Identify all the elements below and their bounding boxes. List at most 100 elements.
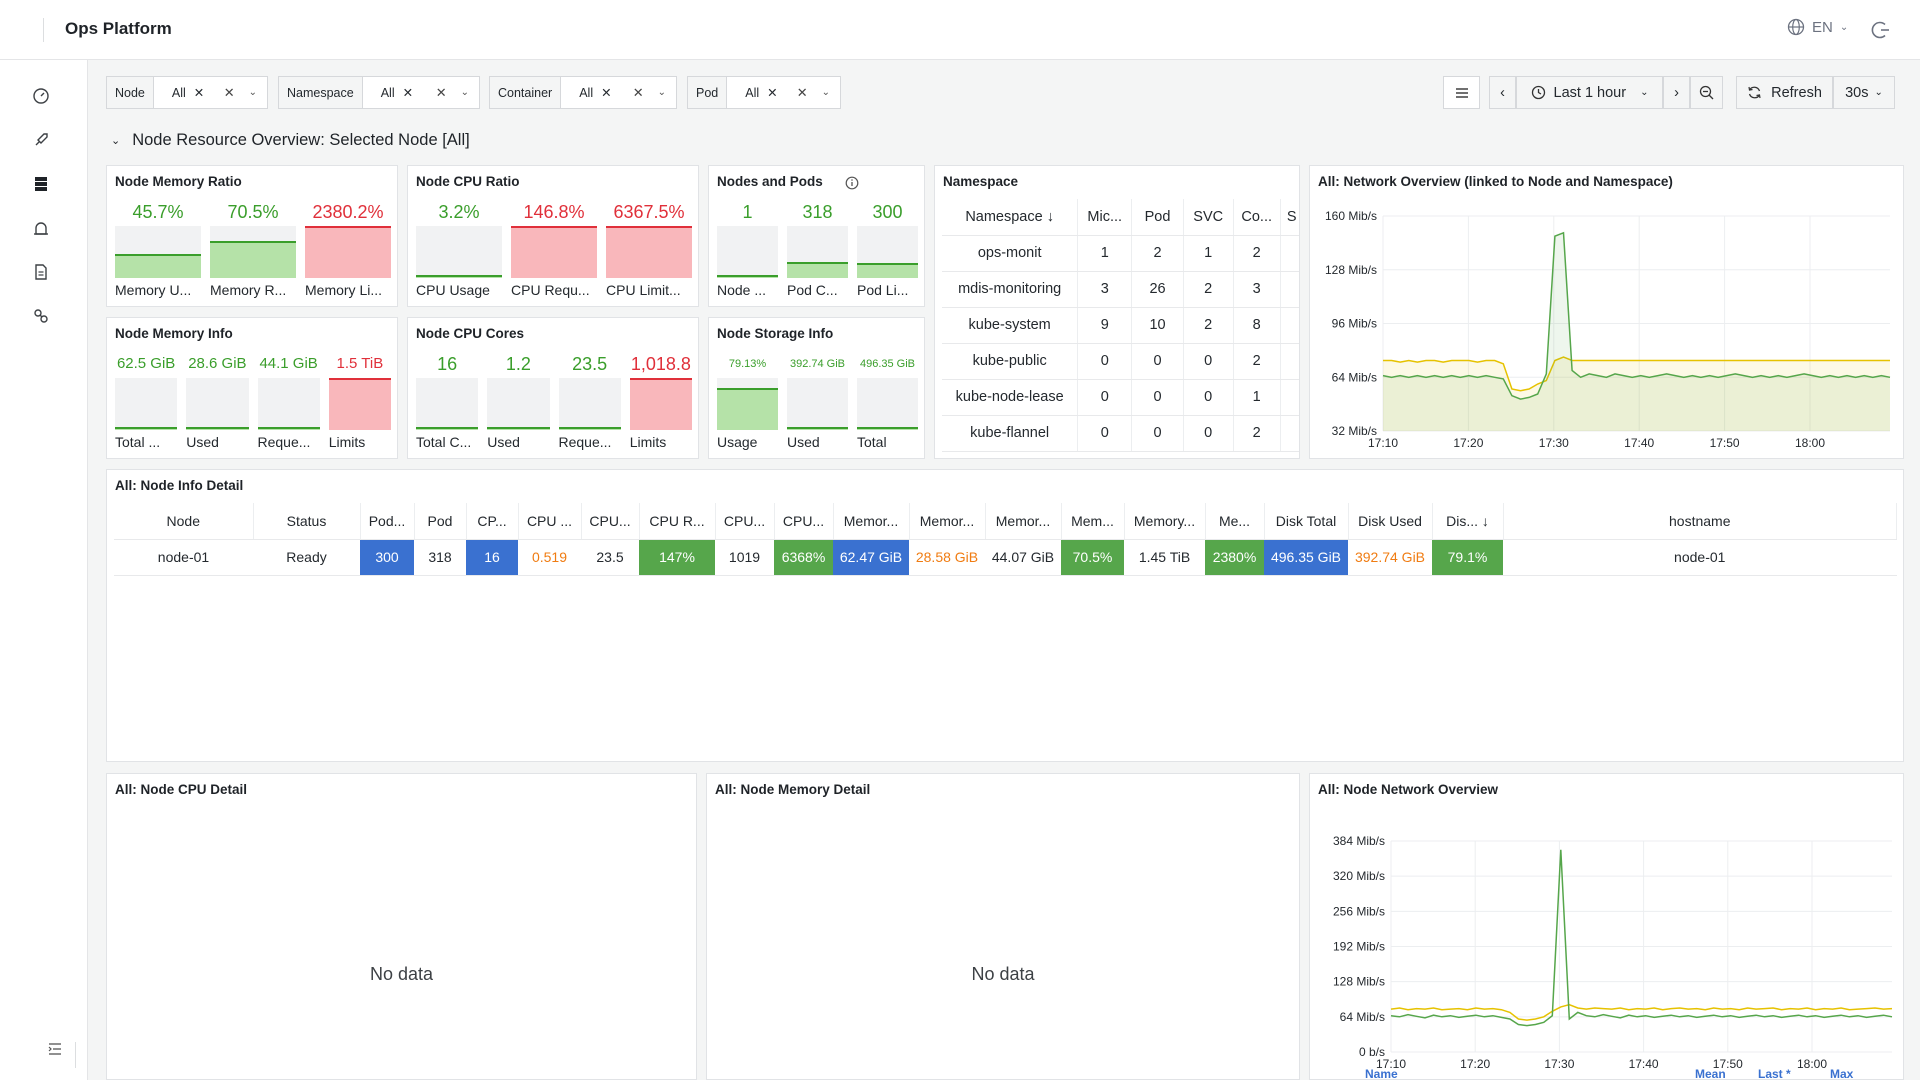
column-header[interactable]: Disk Total [1264, 503, 1349, 540]
collapse-sidebar-button[interactable] [48, 1042, 76, 1068]
column-header[interactable]: Node [114, 503, 254, 540]
column-header[interactable]: CP... [466, 503, 519, 540]
clear-icon[interactable]: ✕ [435, 84, 447, 100]
chevron-down-icon[interactable]: ⌄ [248, 87, 257, 98]
stat-bar-fill [305, 226, 391, 278]
series-line[interactable] [1383, 356, 1890, 392]
column-header[interactable]: Pod [414, 503, 467, 540]
logout-icon[interactable] [1870, 19, 1892, 41]
stat-bar-fill [717, 388, 778, 430]
column-header[interactable]: hostname [1503, 503, 1897, 540]
column-header[interactable]: Me... [1205, 503, 1265, 540]
refresh-button[interactable]: Refresh [1736, 76, 1833, 109]
table-row[interactable]: kube-node-lease 0 0 0 1 [942, 379, 1299, 416]
table-row[interactable]: ops-monit 1 2 1 2 [942, 235, 1299, 272]
column-header[interactable]: Memor... [909, 503, 986, 540]
table-row[interactable]: kube-public 0 0 0 2 [942, 343, 1299, 380]
table-cell: 1.45 TiB [1124, 539, 1205, 576]
chevron-down-icon[interactable]: ⌄ [821, 87, 830, 98]
remove-value-icon[interactable]: ✕ [767, 86, 778, 100]
stat-bar-fill [511, 226, 597, 278]
table-row[interactable]: node-01 Ready 300 318 16 0.519 23.5 147% 1019 636… [114, 539, 1897, 576]
network-overview-chart[interactable]: 160 Mib/s 128 Mib/s 96 Mib/s 64 Mib/s 32 Mib… [1310, 166, 1905, 460]
column-header[interactable]: CPU... [774, 503, 834, 540]
time-forward-button[interactable]: › [1663, 76, 1690, 109]
table-cell: ops-monit [942, 235, 1078, 272]
remove-value-icon[interactable]: ✕ [402, 86, 414, 100]
column-header[interactable]: CPU R... [639, 503, 716, 540]
table-cell: 0 [1077, 343, 1132, 380]
legend-header[interactable]: Name [1365, 1067, 1398, 1080]
time-back-button[interactable]: ‹ [1489, 76, 1516, 109]
zoom-out-button[interactable] [1690, 76, 1723, 109]
column-header[interactable]: Disk Used [1348, 503, 1433, 540]
legend-header[interactable]: Max [1830, 1067, 1854, 1080]
stat-item: 1,018.8 Limits [629, 354, 692, 454]
sidebar-item-dashboard[interactable] [29, 84, 53, 108]
series-line[interactable] [1382, 231, 1891, 400]
language-selector[interactable]: EN ⌄ [1787, 18, 1848, 36]
panel-title: All: Network Overview (linked to Node an… [1318, 174, 1673, 189]
sidebar-item-topology[interactable] [29, 304, 53, 328]
stat-item: 44.1 GiB Reque... [257, 354, 320, 454]
column-header[interactable]: CPU... [715, 503, 775, 540]
section-header[interactable]: ⌄ Node Resource Overview: Selected Node … [111, 131, 470, 150]
node-network-chart[interactable]: 384 Mib/s 320 Mib/s 256 Mib/s 192 Mib/s 128 … [1310, 774, 1904, 1080]
column-header[interactable]: S [1279, 199, 1299, 236]
table-cell: 79.1% [1432, 539, 1503, 576]
column-header[interactable]: CPU... [581, 503, 640, 540]
clear-icon[interactable]: ✕ [223, 84, 235, 100]
filter-container[interactable]: Container All ✕ ✕ ⌄ [489, 76, 677, 109]
column-header[interactable]: Memor... [985, 503, 1062, 540]
chevron-down-icon[interactable]: ⌄ [460, 87, 469, 98]
column-header[interactable]: Status [253, 503, 361, 540]
column-header[interactable]: Pod [1131, 199, 1184, 236]
stat-value: 392.74 GiB [789, 358, 846, 370]
clear-icon[interactable]: ✕ [796, 84, 808, 100]
info-icon[interactable] [845, 176, 859, 190]
filter-node[interactable]: Node All ✕ ✕ ⌄ [106, 76, 268, 109]
stat-bar [416, 378, 479, 430]
chevron-right-icon: › [1674, 84, 1679, 101]
refresh-interval-picker[interactable]: 30s ⌄ [1833, 76, 1895, 109]
stat-bar-fill [857, 263, 918, 278]
column-header[interactable]: Namespace ↓ [942, 199, 1078, 236]
legend-header[interactable]: Mean [1695, 1067, 1726, 1080]
series-line[interactable] [1390, 1003, 1893, 1021]
sidebar [0, 60, 88, 1080]
time-range-picker[interactable]: Last 1 hour ⌄ [1516, 76, 1663, 109]
chevron-down-icon[interactable]: ⌄ [657, 87, 666, 98]
filter-namespace[interactable]: Namespace All ✕ ✕ ⌄ [278, 76, 480, 109]
table-row[interactable]: mdis-monitoring 3 26 2 3 [942, 271, 1299, 308]
column-header[interactable]: Co... [1232, 199, 1281, 236]
stat-label: Limits [629, 434, 667, 450]
view-mode-button[interactable] [1443, 76, 1480, 109]
column-header[interactable]: SVC [1182, 199, 1233, 236]
y-tick-label: 128 Mib/s [1325, 263, 1377, 277]
table-row[interactable]: kube-flannel 0 0 0 2 [942, 415, 1299, 452]
table-cell: mdis-monitoring [942, 271, 1078, 308]
stat-label: CPU Usage [416, 282, 490, 298]
series-line[interactable] [1390, 849, 1893, 1027]
filter-label: Namespace [279, 77, 363, 108]
filter-pod[interactable]: Pod All ✕ ✕ ⌄ [687, 76, 841, 109]
remove-value-icon[interactable]: ✕ [193, 86, 205, 100]
sidebar-item-alerts[interactable] [29, 216, 53, 240]
stat-value: 300 [872, 202, 903, 222]
column-header[interactable]: Memor... [833, 503, 910, 540]
sidebar-item-deploy[interactable] [29, 128, 53, 152]
column-header[interactable]: CPU ... [518, 503, 582, 540]
column-header[interactable]: Memory... [1124, 503, 1206, 540]
column-header[interactable]: Dis... ↓ [1432, 503, 1504, 540]
sidebar-item-reports[interactable] [29, 260, 53, 284]
clear-icon[interactable]: ✕ [632, 84, 644, 100]
remove-value-icon[interactable]: ✕ [601, 86, 612, 100]
table-row[interactable]: kube-system 9 10 2 8 [942, 307, 1299, 344]
table-cell: 0 [1131, 379, 1184, 416]
table-cell: 2 [1182, 271, 1233, 308]
sidebar-item-resources[interactable] [29, 172, 53, 196]
legend-header[interactable]: Last * [1758, 1067, 1791, 1080]
column-header[interactable]: Pod... [360, 503, 415, 540]
column-header[interactable]: Mic... [1077, 199, 1132, 236]
column-header[interactable]: Mem... [1061, 503, 1125, 540]
